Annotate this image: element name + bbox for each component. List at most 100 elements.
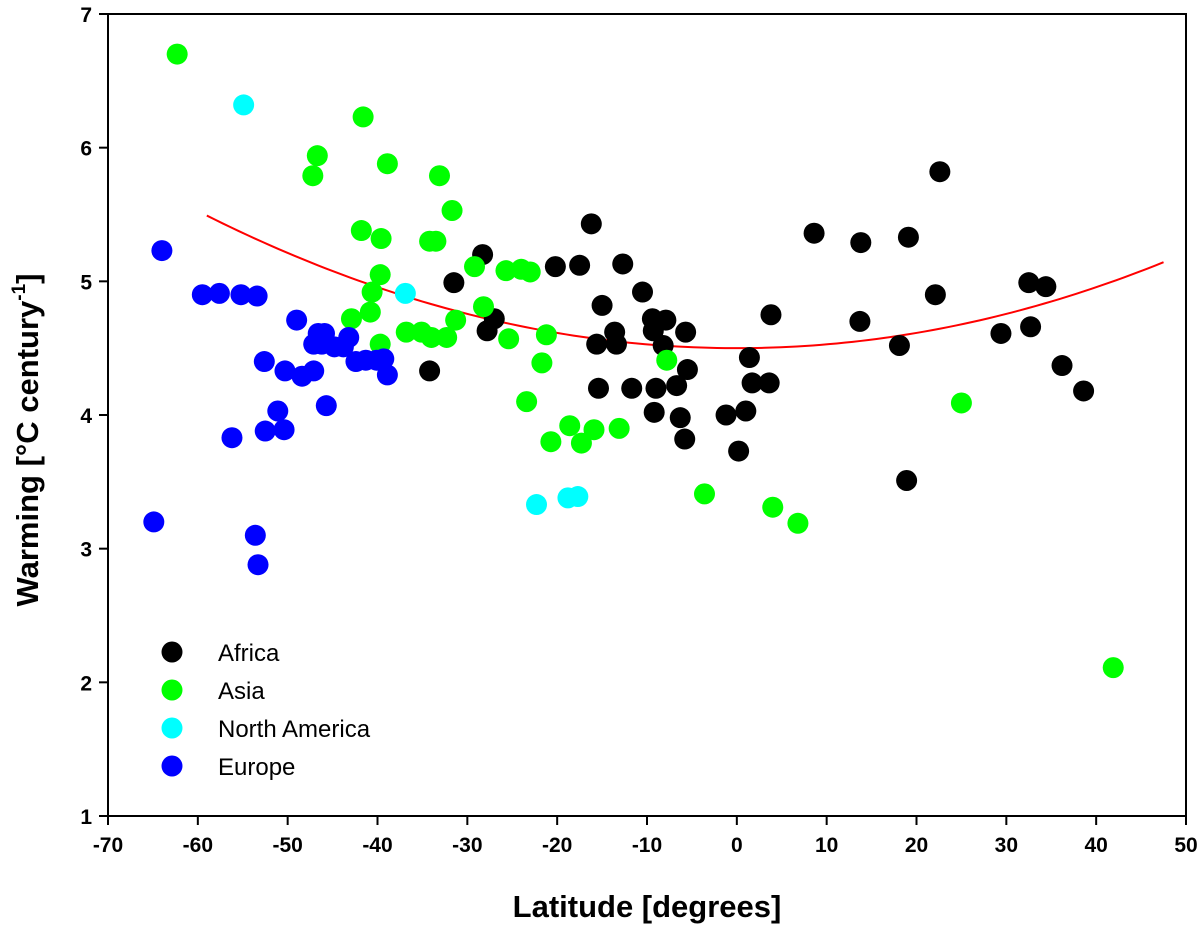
point-asia (395, 321, 417, 343)
point-africa (1020, 316, 1042, 338)
point-asia (570, 432, 592, 454)
point-africa (741, 372, 763, 394)
y-tick-label: 4 (80, 405, 92, 428)
point-asia (787, 512, 809, 534)
point-africa (587, 377, 609, 399)
point-africa (1035, 276, 1057, 298)
point-africa (676, 359, 698, 381)
point-europe (286, 309, 308, 331)
point-europe (246, 285, 268, 307)
point-europe (376, 364, 398, 386)
x-tick-label: 40 (1084, 834, 1107, 857)
point-north-america (567, 486, 589, 508)
point-asia (302, 165, 324, 187)
point-europe (221, 427, 243, 449)
point-africa (655, 309, 677, 331)
point-africa (643, 401, 665, 423)
point-africa (803, 222, 825, 244)
y-axis-title-close: ] (10, 273, 45, 283)
legend-marker-africa (161, 641, 183, 663)
point-africa (929, 161, 951, 183)
point-asia (464, 256, 486, 278)
point-africa (735, 400, 757, 422)
point-north-america (526, 494, 548, 516)
point-africa (419, 360, 441, 382)
point-africa (591, 294, 613, 316)
point-europe (143, 511, 165, 533)
point-asia (559, 415, 581, 437)
point-asia (535, 324, 557, 346)
point-asia (425, 230, 447, 252)
x-tick-label: 50 (1174, 834, 1197, 857)
x-tick-label: -10 (632, 834, 662, 857)
point-asia (428, 165, 450, 187)
y-tick-label: 6 (80, 138, 92, 161)
point-africa (758, 372, 780, 394)
legend-label-north-america: North America (218, 716, 371, 743)
point-asia (376, 153, 398, 175)
point-asia (531, 352, 553, 374)
point-africa (674, 428, 696, 450)
point-africa (990, 322, 1012, 344)
point-africa (666, 375, 688, 397)
y-tick-label: 2 (80, 672, 92, 695)
point-africa (569, 254, 591, 276)
point-asia (352, 106, 374, 128)
point-europe (254, 420, 276, 442)
point-asia (361, 281, 383, 303)
x-tick-label: 20 (905, 834, 928, 857)
legend-label-asia: Asia (218, 678, 265, 705)
y-tick-label: 7 (80, 4, 92, 27)
point-africa (924, 284, 946, 306)
point-asia (441, 199, 463, 221)
point-asia (445, 309, 467, 331)
x-tick-label: -70 (93, 834, 123, 857)
point-asia (656, 349, 678, 371)
point-europe (151, 240, 173, 262)
point-asia (693, 483, 715, 505)
point-africa (1073, 380, 1095, 402)
point-africa (896, 469, 918, 491)
point-europe (267, 400, 289, 422)
point-asia (583, 419, 605, 441)
point-europe (373, 348, 395, 370)
point-asia (420, 326, 442, 348)
x-tick-label: 10 (815, 834, 838, 857)
point-europe (230, 284, 252, 306)
x-tick-label: 30 (995, 834, 1018, 857)
point-africa (612, 253, 634, 275)
point-europe (191, 284, 213, 306)
legend-label-africa: Africa (218, 640, 280, 667)
y-tick-label: 3 (80, 539, 92, 562)
point-africa (1051, 355, 1073, 377)
point-africa (669, 407, 691, 429)
point-africa (1018, 272, 1040, 294)
y-axis-title-superscript: -1 (9, 283, 30, 300)
point-north-america (394, 282, 416, 304)
legend-marker-north-america (161, 717, 183, 739)
point-africa (738, 347, 760, 369)
point-asia (473, 296, 495, 318)
point-asia (369, 264, 391, 286)
point-africa (760, 304, 782, 326)
point-asia (498, 328, 520, 350)
point-asia (340, 308, 362, 330)
legend: Africa Asia North America Europe (161, 640, 371, 781)
point-africa (715, 404, 737, 426)
point-asia (519, 261, 541, 283)
point-europe (244, 524, 266, 546)
point-europe (253, 351, 275, 373)
point-europe (208, 282, 230, 304)
point-africa (621, 377, 643, 399)
point-africa (544, 256, 566, 278)
x-tick-label: -50 (272, 834, 302, 857)
point-africa (605, 333, 627, 355)
point-europe (315, 395, 337, 417)
point-asia (1102, 657, 1124, 679)
point-asia (166, 43, 188, 65)
x-axis-title: Latitude [degrees] (513, 889, 782, 924)
point-africa (728, 440, 750, 462)
point-africa (850, 232, 872, 254)
legend-label-europe: Europe (218, 754, 295, 781)
